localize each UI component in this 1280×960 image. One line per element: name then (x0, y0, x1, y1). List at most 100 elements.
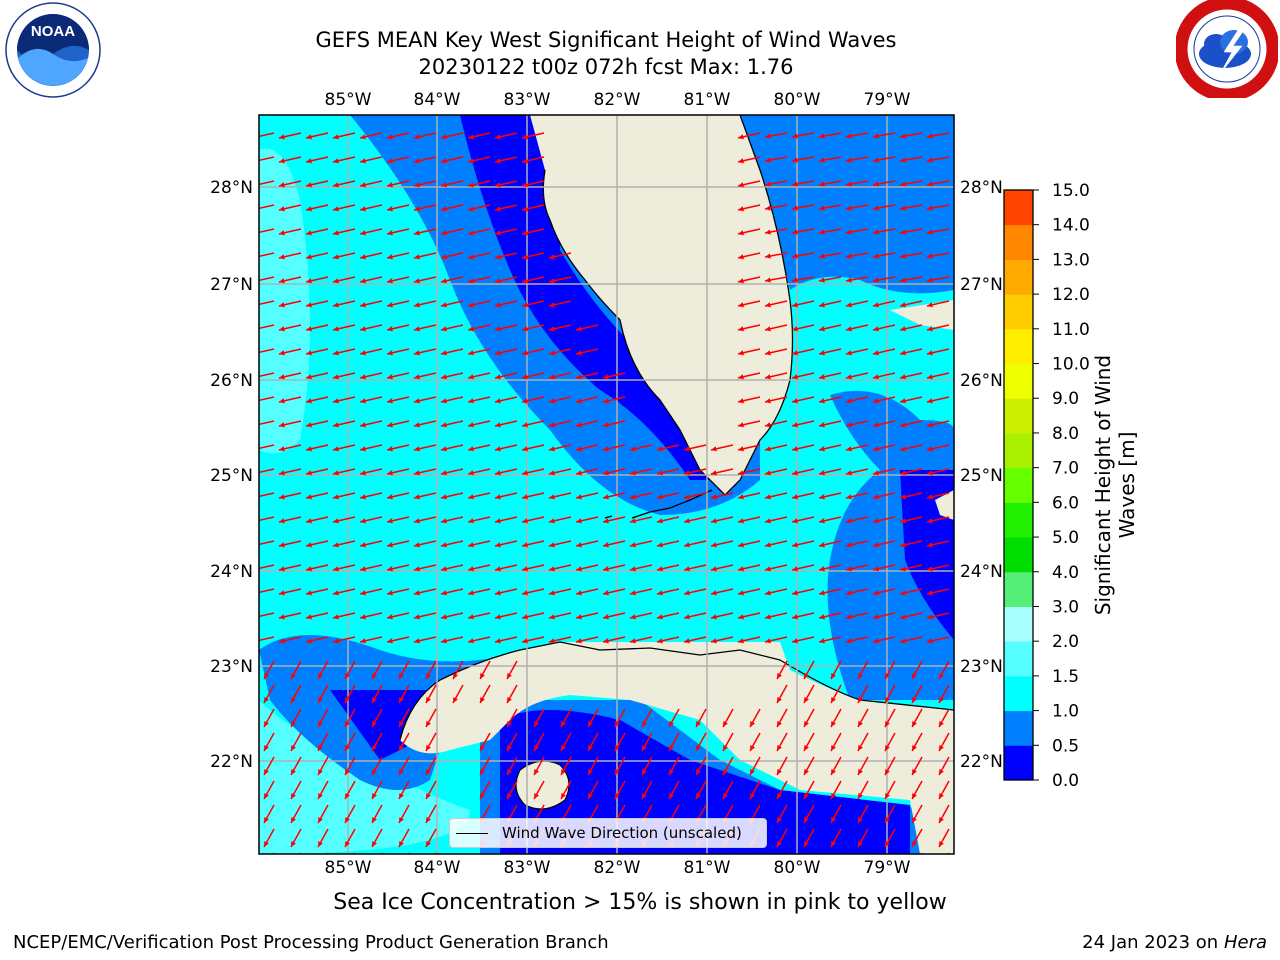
wave-arrow (533, 732, 545, 752)
wave-arrow (872, 468, 896, 476)
wave-arrow (413, 156, 437, 164)
wave-arrow (278, 444, 302, 452)
wave-arrow (710, 588, 734, 596)
wave-arrow (947, 852, 950, 854)
wave-arrow (764, 492, 788, 500)
wave-arrow (737, 636, 761, 644)
colorbar-title-line2: Waves [m] (1115, 431, 1139, 539)
wave-arrow (359, 180, 383, 188)
wave-arrow (884, 828, 896, 848)
wave-arrow (629, 564, 653, 572)
wave-arrow (548, 396, 572, 404)
wave-arrow (764, 276, 788, 283)
wave-arrow (467, 564, 491, 572)
wave-arrow (332, 276, 356, 284)
wave-arrow (791, 540, 815, 548)
florida-coastline (542, 115, 794, 496)
wave-arrow (818, 348, 842, 356)
wave-arrow (371, 780, 383, 800)
lon-tick-label: 81°W (684, 858, 731, 878)
wave-arrow (683, 612, 707, 620)
wave-arrow (656, 444, 680, 452)
wave-arrow (332, 636, 356, 644)
colorbar-bin (1004, 224, 1033, 260)
wave-arrow (359, 420, 383, 428)
wave-arrow (857, 708, 869, 728)
wave-arrow (259, 180, 275, 186)
wave-arrow (575, 444, 599, 452)
wave-arrow (278, 276, 302, 284)
wave-arrow (386, 132, 410, 140)
wave-arrow (359, 228, 383, 236)
wave-arrow (440, 588, 464, 596)
wave-arrow (818, 228, 842, 235)
wave-arrow (467, 444, 491, 452)
wave-arrow (332, 228, 356, 236)
wave-arrow (305, 612, 329, 620)
colorbar-tick-label: 9.0 (1052, 389, 1079, 409)
wave-arrow (695, 732, 707, 752)
wave-arrow (575, 324, 599, 332)
wave-arrow (845, 612, 869, 620)
wave-arrow (413, 564, 437, 572)
wave-arrow (440, 396, 464, 404)
wave-arrow (467, 348, 491, 356)
wave-arrow (764, 156, 788, 163)
wave-arrow (467, 276, 491, 284)
wave-arrow (332, 540, 356, 548)
wave-arrow (818, 612, 842, 620)
wave-arrow (926, 300, 950, 308)
wave-arrow (791, 324, 815, 332)
wave-arrow (830, 684, 842, 704)
footer-credit: NCEP/EMC/Verification Post Processing Pr… (13, 932, 609, 953)
wave-arrow (398, 660, 410, 680)
wave-arrow (602, 372, 626, 380)
wave-arrow (845, 252, 869, 259)
wave-arrow (818, 588, 842, 596)
wave-arrow (344, 756, 356, 776)
wave-arrow (629, 636, 653, 644)
wave-arrow (764, 372, 788, 380)
wave-arrow (386, 156, 410, 164)
wave-arrow (263, 660, 275, 680)
wave-arrow (899, 636, 923, 644)
colorbar-bin (1004, 328, 1033, 365)
wave-arrow (938, 828, 950, 848)
colorbar-tick-label: 2.0 (1052, 632, 1079, 652)
wave-arrow (521, 396, 545, 404)
wave-arrow (467, 156, 491, 164)
wave-arrow (278, 132, 302, 140)
wave-arrow (278, 324, 302, 332)
wave-arrow (305, 348, 329, 356)
wave-arrow (521, 324, 545, 332)
lon-tick-label: 83°W (504, 858, 551, 878)
wave-arrow (764, 636, 788, 644)
wave-arrow (425, 684, 437, 704)
wave-arrow (521, 156, 545, 164)
wave-arrow (425, 756, 437, 776)
wave-arrow (695, 756, 707, 776)
wave-arrow (737, 372, 761, 380)
footer-date-text: 24 Jan 2023 on (1082, 932, 1224, 953)
wave-arrow (359, 156, 383, 164)
wave-arrow (278, 204, 302, 212)
wave-arrow (278, 300, 302, 308)
wave-arrow (494, 612, 518, 620)
wave-arrow (656, 612, 680, 620)
map-legend: Wind Wave Direction (unscaled) (449, 818, 767, 848)
wave-arrow (413, 180, 437, 188)
wave-arrow (413, 516, 437, 524)
wave-arrow (359, 444, 383, 452)
wave-arrow (521, 180, 545, 188)
wave-arrow (737, 348, 761, 356)
wave-arrow (560, 708, 572, 728)
wave-arrow (467, 132, 491, 140)
colorbar-title-line1: Significant Height of Wind (1091, 354, 1115, 616)
wave-arrow (872, 372, 896, 380)
wave-arrow (911, 684, 923, 704)
wave-arrow (521, 372, 545, 380)
wave-arrow (938, 756, 950, 776)
wave-arrow (818, 372, 842, 380)
wave-arrow (386, 396, 410, 404)
wave-arrow (629, 468, 653, 476)
